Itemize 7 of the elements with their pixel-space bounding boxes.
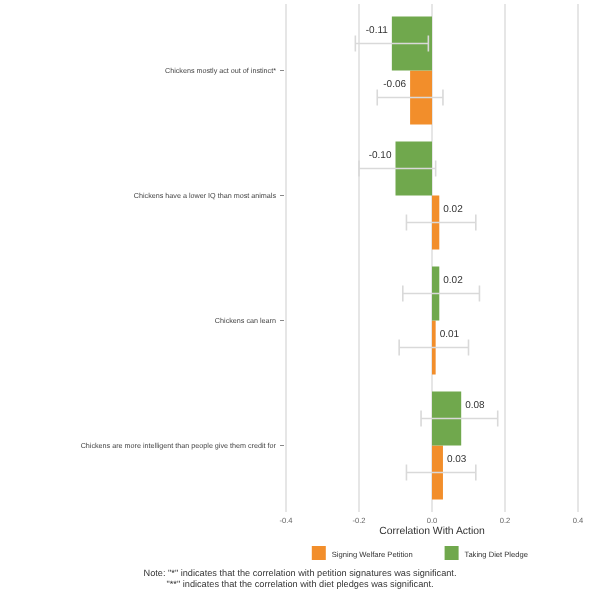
bar bbox=[395, 141, 432, 196]
bar bbox=[432, 266, 440, 321]
bar bbox=[432, 391, 462, 446]
bar bbox=[391, 16, 432, 71]
bar bbox=[432, 445, 443, 500]
bar bbox=[410, 70, 432, 125]
bar bbox=[432, 195, 440, 250]
